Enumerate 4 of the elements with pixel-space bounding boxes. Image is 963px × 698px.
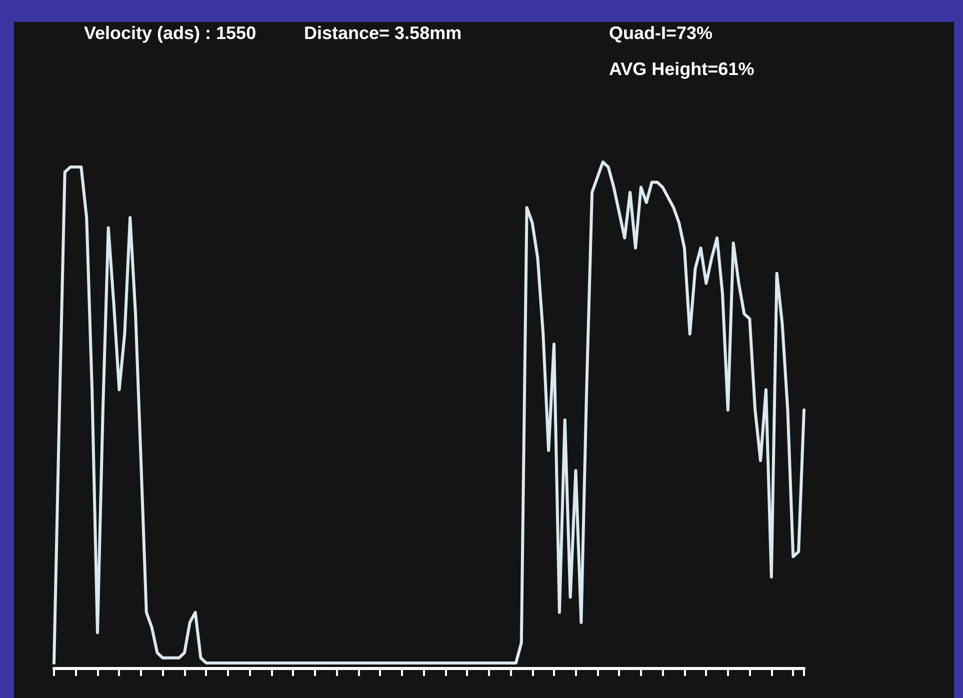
text: Distance= 3.58mm [304,23,462,43]
text: Velocity (ads) : 1550 [84,23,256,43]
text: Quad-I=73% [609,23,713,43]
text: AVG Height=61% [609,59,754,79]
